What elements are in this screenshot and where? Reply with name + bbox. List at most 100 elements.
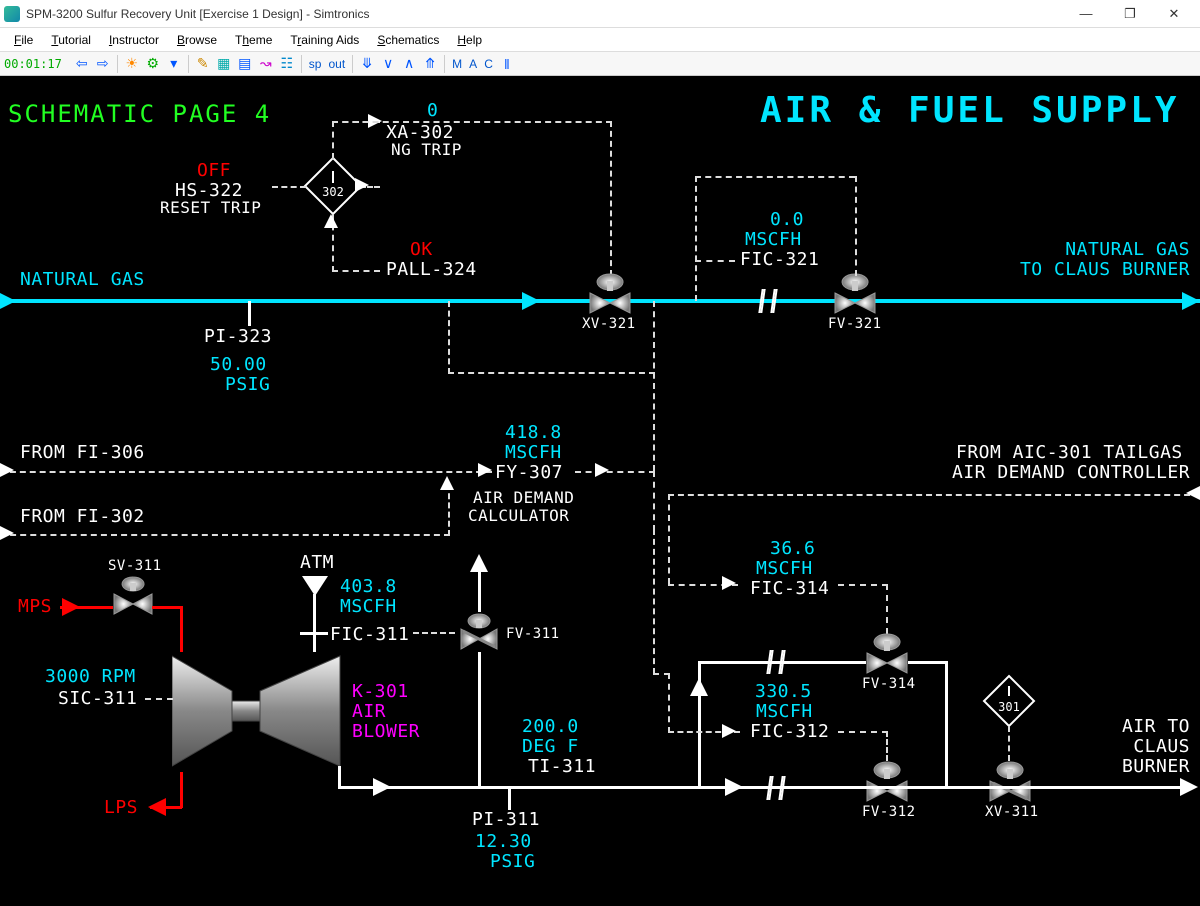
fy-307-value[interactable]: 418.8	[505, 422, 562, 443]
menu-tutorial[interactable]: Tutorial	[43, 31, 99, 49]
fic-311-value[interactable]: 403.8	[340, 576, 397, 597]
k-301-label-3: BLOWER	[352, 721, 420, 742]
dash-line	[695, 260, 735, 262]
flow-arrow-icon	[373, 778, 391, 796]
fic-321-unit: MSCFH	[745, 229, 802, 250]
dash-line	[695, 176, 855, 178]
chart-icon[interactable]: ▤	[236, 55, 254, 73]
down-arrow-icon[interactable]: ▾	[165, 55, 183, 73]
menu-help[interactable]: Help	[449, 31, 490, 49]
dash-line	[855, 176, 857, 276]
valve-xv-321-icon[interactable]	[585, 271, 635, 319]
ti-311-value[interactable]: 200.0	[522, 716, 579, 737]
valve-fv-311-icon[interactable]	[457, 611, 501, 655]
dbl-down-icon[interactable]: ⤋	[358, 55, 376, 73]
valve-sv-311-icon[interactable]	[110, 574, 156, 620]
flow-arrow-icon	[1180, 778, 1198, 796]
line	[945, 661, 948, 788]
fy-307-unit: MSCFH	[505, 442, 562, 463]
pause-icon[interactable]: ‖	[498, 55, 516, 73]
dbl-up-icon[interactable]: ⤊	[421, 55, 439, 73]
dash-line	[668, 494, 670, 584]
flow-arrow-icon	[725, 778, 743, 796]
pi-311-tag: PI-311	[472, 809, 540, 830]
dash-arrow-icon	[0, 463, 14, 477]
dash-line	[1008, 726, 1010, 761]
sic-311-value[interactable]: 3000 RPM	[45, 666, 136, 687]
pi-311-value[interactable]: 12.30	[475, 831, 532, 852]
menu-training-aids[interactable]: Training Aids	[282, 31, 367, 49]
flow-arrow-icon	[1182, 292, 1200, 310]
m-button[interactable]: M	[450, 57, 464, 71]
fic-314-tag: FIC-314	[750, 578, 829, 599]
sun-icon[interactable]: ☀	[123, 55, 141, 73]
svg-text:301: 301	[998, 700, 1020, 714]
out-button[interactable]: out	[326, 57, 347, 71]
fv-314-tag: FV-314	[862, 676, 916, 692]
valve-fv-312-icon[interactable]	[862, 759, 912, 807]
menu-theme[interactable]: Theme	[227, 31, 280, 49]
dash-line	[695, 176, 697, 301]
dash-arrow-icon	[478, 463, 492, 477]
dash-line	[0, 471, 492, 473]
dash-line	[413, 632, 455, 634]
back-icon[interactable]: ⇦	[73, 55, 91, 73]
air-to-claus-3: BURNER	[1100, 756, 1190, 777]
natural-gas-label: NATURAL GAS	[20, 269, 145, 290]
valve-fv-314-icon[interactable]	[862, 631, 912, 679]
pi-323-value[interactable]: 50.00	[210, 354, 267, 375]
toolbar: 00:01:17 ⇦ ⇨ ☀ ⚙ ▾ ✎ ▦ ▤ ↝ ☷ sp out ⤋ ∨ …	[0, 52, 1200, 76]
menu-file[interactable]: File	[6, 31, 41, 49]
valve-fv-321-icon[interactable]	[830, 271, 880, 319]
schematic-canvas: AIR & FUEL SUPPLY SCHEMATIC PAGE 4 NATUR…	[0, 76, 1200, 906]
pi-323-unit: PSIG	[225, 374, 270, 395]
fy-307-tag: FY-307	[495, 462, 563, 483]
pi-311-tap	[508, 786, 511, 810]
menu-instructor[interactable]: Instructor	[101, 31, 167, 49]
sp-button[interactable]: sp	[307, 57, 324, 71]
air-to-claus-2: CLAUS	[1100, 736, 1190, 757]
fic-314-value[interactable]: 36.6	[770, 538, 815, 559]
hs-322-status: OFF	[197, 160, 231, 181]
dash-line	[653, 529, 655, 674]
lps-line	[180, 772, 183, 808]
air-to-claus-1: AIR TO	[1100, 716, 1190, 737]
flow-arrow-icon	[470, 554, 488, 572]
minimize-button[interactable]: —	[1064, 0, 1108, 28]
fic-321-value[interactable]: 0.0	[770, 209, 804, 230]
dash-line	[610, 121, 612, 276]
dash-arrow-icon	[1186, 486, 1200, 500]
dash-line	[0, 534, 450, 536]
graph-icon[interactable]: ☷	[278, 55, 296, 73]
fv-311-tag: FV-311	[506, 626, 560, 642]
app-icon	[4, 6, 20, 22]
menu-schematics[interactable]: Schematics	[369, 31, 447, 49]
grid-icon[interactable]: ▦	[215, 55, 233, 73]
line	[478, 652, 481, 786]
dash-arrow-icon	[722, 576, 736, 590]
down-icon[interactable]: ∨	[379, 55, 397, 73]
settings-icon[interactable]: ⚙	[144, 55, 162, 73]
ti-311-unit: DEG F	[522, 736, 579, 757]
c-button[interactable]: C	[482, 57, 495, 71]
dash-line	[332, 121, 334, 159]
edit-icon[interactable]: ✎	[194, 55, 212, 73]
up-icon[interactable]: ∧	[400, 55, 418, 73]
dash-line	[448, 301, 450, 374]
a-button[interactable]: A	[467, 57, 479, 71]
fwd-icon[interactable]: ⇨	[94, 55, 112, 73]
xa-302-value[interactable]: 0	[427, 100, 438, 121]
pall-324-tag: PALL-324	[386, 259, 477, 280]
fic-312-value[interactable]: 330.5	[755, 681, 812, 702]
dash-line	[668, 673, 670, 733]
valve-xv-311-icon[interactable]	[985, 759, 1035, 807]
maximize-button[interactable]: ❐	[1108, 0, 1152, 28]
menu-browse[interactable]: Browse	[169, 31, 225, 49]
air-discharge-line	[338, 786, 1190, 789]
dash-line	[332, 270, 380, 272]
xv-311-tag: XV-311	[985, 804, 1039, 820]
dash-line	[653, 673, 670, 675]
pi-323-tap	[248, 301, 251, 326]
trend-icon[interactable]: ↝	[257, 55, 275, 73]
close-button[interactable]: ✕	[1152, 0, 1196, 28]
